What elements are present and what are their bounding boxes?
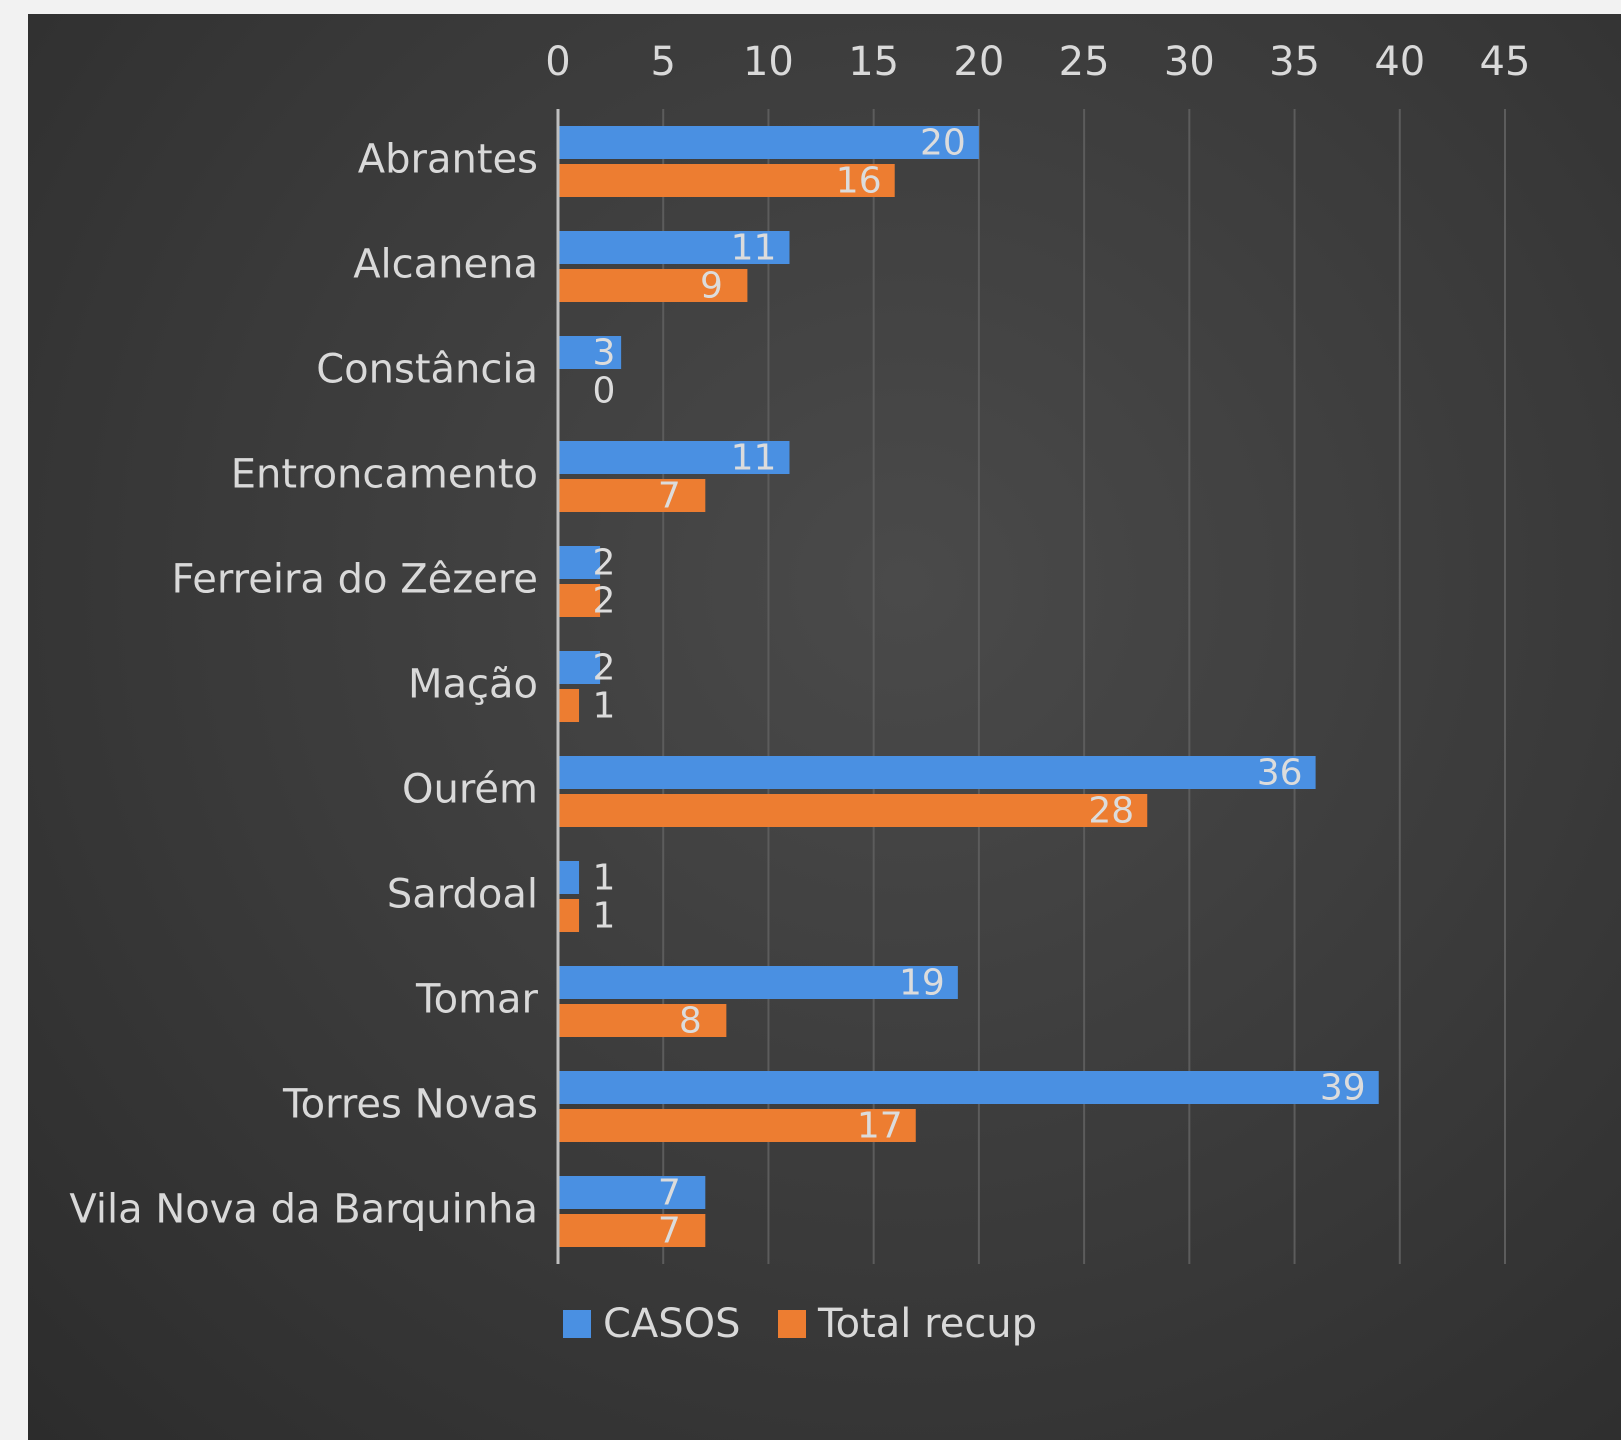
bar-total-recup	[558, 164, 895, 197]
data-label: 1	[593, 858, 616, 899]
legend-swatch-total-recup	[778, 1310, 806, 1338]
bar-casos	[558, 756, 1316, 789]
category-label: Sardoal	[387, 872, 538, 918]
data-label: 19	[899, 963, 945, 1004]
bar-casos	[558, 441, 790, 474]
data-label: 2	[593, 581, 616, 622]
category-label: Abrantes	[358, 137, 538, 183]
category-label: Entroncamento	[231, 452, 538, 498]
data-label: 11	[731, 228, 777, 269]
data-label: 7	[658, 476, 681, 517]
bar-total-recup	[558, 479, 706, 512]
data-label: 11	[731, 438, 777, 479]
bar-total-recup	[558, 584, 601, 617]
data-label: 3	[593, 333, 616, 374]
data-label: 2	[593, 543, 616, 584]
bar-total-recup	[558, 794, 1148, 827]
bar-total-recup	[558, 1004, 727, 1037]
category-label: Mação	[408, 662, 538, 708]
data-label: 8	[679, 1001, 702, 1042]
gridlines	[662, 109, 1506, 1264]
legend-label: CASOS	[603, 1301, 741, 1347]
legend-swatch-casos	[563, 1310, 591, 1338]
bar-casos	[558, 336, 622, 369]
bar-total-recup	[558, 899, 580, 932]
bar-total-recup	[558, 269, 748, 302]
data-label: 36	[1257, 753, 1303, 794]
bar-total-recup	[558, 689, 580, 722]
x-tick-label: 5	[650, 39, 675, 85]
x-tick-label: 30	[1164, 39, 1215, 85]
bar-total-recup	[558, 1109, 916, 1142]
data-label: 1	[593, 686, 616, 727]
x-tick-label: 40	[1374, 39, 1425, 85]
chart-frame: 0 5 10 15 20 25 30 35 40 45 Abrantes Alcanena Const…	[28, 14, 1621, 1440]
data-label: 28	[1088, 791, 1134, 832]
category-label: Ourém	[402, 767, 538, 813]
bar-casos	[558, 966, 958, 999]
bar-casos	[558, 546, 601, 579]
data-label: 39	[1320, 1068, 1366, 1109]
data-label: 16	[836, 161, 882, 202]
x-tick-label: 45	[1480, 39, 1531, 85]
category-labels: Abrantes Alcanena Constância Entroncamento F…	[69, 137, 538, 1233]
data-label: 2	[593, 648, 616, 689]
legend-label: Total recup	[817, 1301, 1037, 1347]
data-label: 0	[593, 371, 616, 412]
bars	[558, 126, 1379, 1247]
category-label: Vila Nova da Barquinha	[69, 1187, 538, 1233]
data-label: 20	[920, 123, 966, 164]
bar-casos	[558, 126, 979, 159]
bar-casos	[558, 1071, 1379, 1104]
category-label: Constância	[316, 347, 538, 393]
category-label: Torres Novas	[282, 1082, 538, 1128]
x-tick-label: 35	[1269, 39, 1320, 85]
data-label: 17	[857, 1106, 903, 1147]
category-label: Ferreira do Zêzere	[171, 557, 538, 603]
bar-casos	[558, 1176, 706, 1209]
x-axis-ticks: 0 5 10 15 20 25 30 35 40 45	[545, 39, 1530, 85]
category-label: Tomar	[415, 977, 539, 1023]
category-label: Alcanena	[353, 242, 538, 288]
bar-casos	[558, 651, 601, 684]
data-label: 1	[593, 896, 616, 937]
x-tick-label: 0	[545, 39, 570, 85]
bar-casos	[558, 231, 790, 264]
x-tick-label: 10	[743, 39, 794, 85]
x-tick-label: 20	[953, 39, 1004, 85]
bar-total-recup	[558, 1214, 706, 1247]
legend: CASOS Total recup	[563, 1301, 1037, 1347]
data-label: 7	[658, 1211, 681, 1252]
bar-casos	[558, 861, 580, 894]
data-label: 9	[700, 266, 723, 307]
data-label: 7	[658, 1173, 681, 1214]
x-tick-label: 15	[848, 39, 899, 85]
bar-chart: 0 5 10 15 20 25 30 35 40 45 AbrantesAlcanenaConst…	[69, 39, 1530, 1347]
x-tick-label: 25	[1059, 39, 1110, 85]
